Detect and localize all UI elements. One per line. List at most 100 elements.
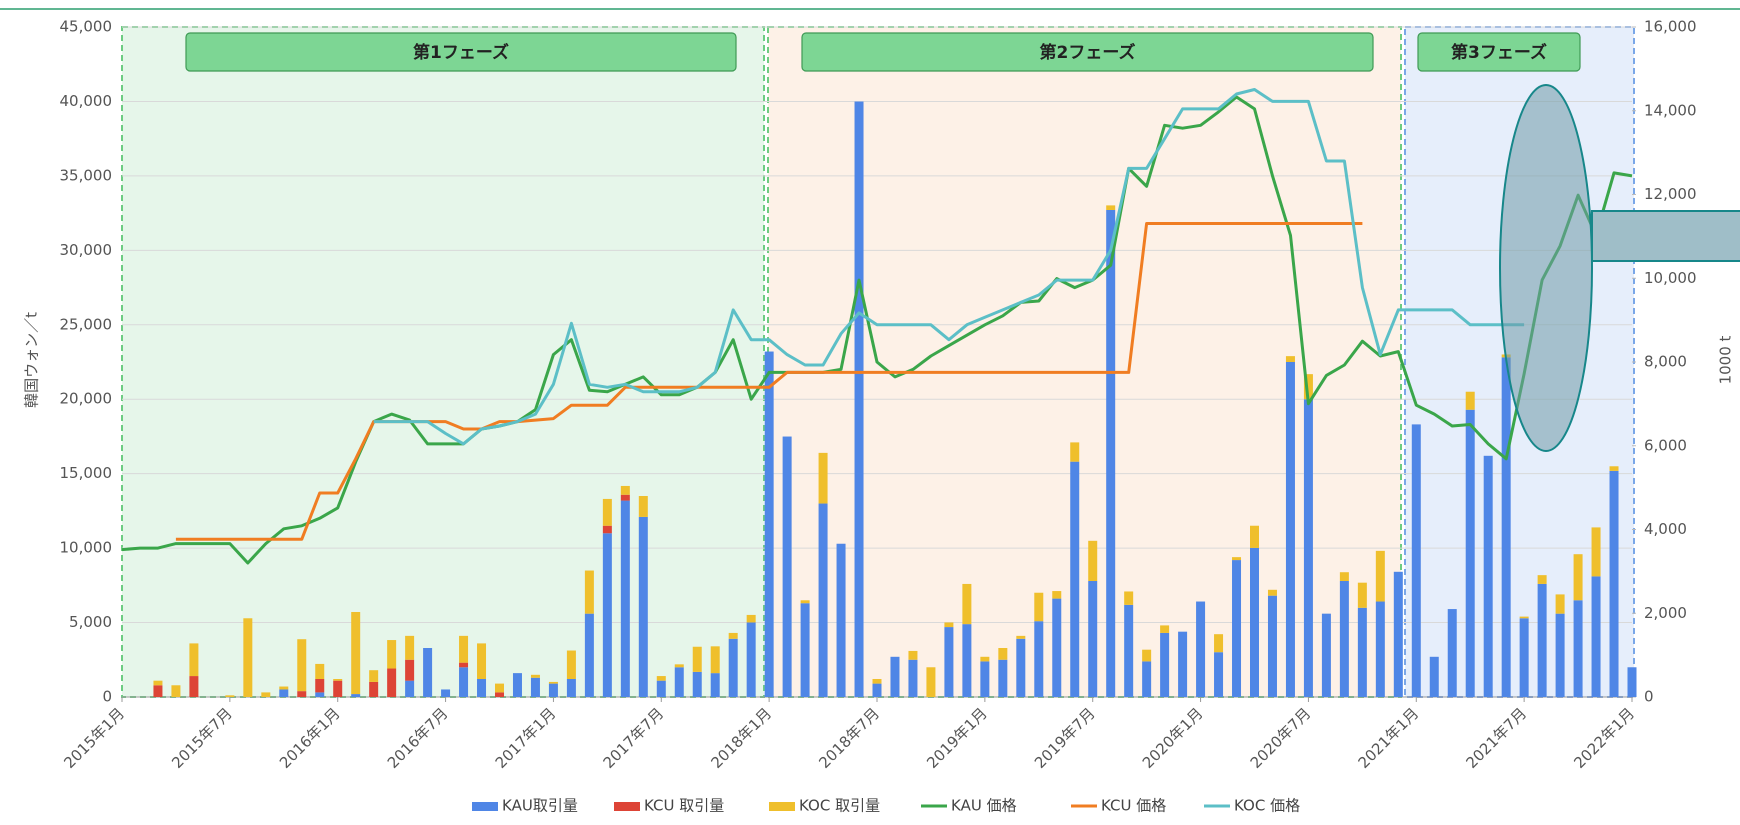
- bar-segment: [243, 618, 253, 697]
- bar-segment: [1232, 557, 1242, 561]
- y-tick-label: 40,000: [60, 92, 113, 110]
- bar-segment: [1519, 616, 1529, 619]
- bar-segment: [171, 685, 181, 697]
- bar-segment: [620, 485, 630, 495]
- bar-segment: [1483, 455, 1493, 697]
- bar-segment: [890, 656, 900, 697]
- bar-segment: [998, 648, 1008, 660]
- x-tick-label: 2015年7月: [168, 704, 236, 772]
- bar-segment: [818, 452, 828, 504]
- bar-segment: [746, 614, 756, 623]
- bar-segment: [602, 498, 612, 526]
- bar-segment: [1178, 631, 1188, 697]
- bar-segment: [333, 680, 343, 697]
- bar-segment: [530, 677, 540, 697]
- callout-box: [1591, 210, 1740, 262]
- bar-segment: [1267, 595, 1277, 697]
- bar-segment: [530, 674, 540, 678]
- bar-segment: [279, 689, 289, 697]
- bar-segment: [1465, 409, 1475, 697]
- bar-segment: [1465, 391, 1475, 410]
- phase-label-box: [801, 32, 1374, 72]
- bar-segment: [1106, 209, 1116, 697]
- bar-segment: [692, 646, 702, 672]
- x-tick-label: 2015年1月: [60, 704, 128, 772]
- bar-segment: [1232, 560, 1242, 697]
- bar-segment: [1339, 572, 1349, 582]
- bar-segment: [944, 622, 954, 628]
- bar-segment: [459, 662, 469, 668]
- bar-segment: [818, 503, 828, 697]
- bar-segment: [1411, 424, 1421, 697]
- bar-segment: [1016, 638, 1026, 697]
- bar-segment: [1609, 466, 1619, 471]
- y-tick-label: 5,000: [69, 613, 112, 631]
- bar-segment: [1124, 591, 1134, 605]
- bar-segment: [459, 667, 469, 697]
- bar-segment: [854, 101, 864, 698]
- bar-segment: [944, 627, 954, 697]
- bar-segment: [638, 516, 648, 697]
- legend-label: KAU取引量: [502, 797, 578, 815]
- x-tick-label: 2021年7月: [1462, 704, 1530, 772]
- bar-segment: [1537, 575, 1547, 584]
- bar-segment: [369, 670, 379, 682]
- bar-segment: [477, 643, 487, 679]
- bar-segment: [1627, 667, 1637, 697]
- y-tick-label: 10,000: [60, 539, 113, 557]
- bar-segment: [423, 648, 433, 697]
- x-tick-label: 2020年7月: [1247, 704, 1315, 772]
- phase-label: 第2フェーズ: [1040, 42, 1136, 63]
- bar-segment: [1321, 613, 1331, 697]
- overlay: [1499, 84, 1740, 452]
- bar-segment: [1088, 581, 1098, 697]
- bar-segment: [512, 673, 522, 697]
- bar-segment: [1591, 576, 1601, 697]
- bar-segment: [746, 622, 756, 697]
- bar-segment: [1124, 604, 1134, 697]
- bar-segment: [710, 673, 720, 697]
- x-tick-label: 2021年1月: [1355, 704, 1423, 772]
- y2-tick-label: 4,000: [1644, 520, 1687, 538]
- bar-segment: [387, 668, 397, 697]
- legend-label: KCU 価格: [1101, 797, 1166, 815]
- bar-segment: [1357, 582, 1367, 608]
- x-tick-label: 2020年1月: [1139, 704, 1207, 772]
- bar-segment: [656, 676, 666, 681]
- y2-tick-label: 14,000: [1644, 101, 1697, 119]
- bar-segment: [1034, 621, 1044, 697]
- bar-segment: [1052, 598, 1062, 697]
- x-tick-label: 2018年7月: [815, 704, 883, 772]
- bar-segment: [800, 600, 810, 604]
- bar-segment: [1214, 652, 1224, 697]
- bar-segment: [1160, 625, 1170, 633]
- bar-segment: [692, 671, 702, 697]
- y-tick-label: 0: [102, 688, 112, 706]
- bar-segment: [782, 436, 792, 697]
- bar-segment: [638, 496, 648, 517]
- y-tick-label: 15,000: [60, 464, 113, 482]
- bar-segment: [1591, 527, 1601, 577]
- bar-segment: [1196, 601, 1206, 697]
- bar-segment: [279, 686, 289, 690]
- bar-segment: [602, 533, 612, 697]
- bar-segment: [1519, 618, 1529, 697]
- bar-segment: [1375, 601, 1385, 697]
- bar-segment: [153, 685, 163, 697]
- y-tick-label: 20,000: [60, 390, 113, 408]
- y2-tick-label: 0: [1644, 688, 1654, 706]
- bar-segment: [872, 678, 882, 684]
- bar-segment: [1250, 525, 1259, 548]
- marks: [121, 88, 1637, 698]
- bar-segment: [315, 692, 325, 697]
- bar-segment: [315, 678, 325, 693]
- bar-segment: [980, 656, 990, 662]
- bar-segment: [477, 678, 487, 697]
- bar-segment: [926, 667, 936, 697]
- x-tick-label: 2019年7月: [1031, 704, 1099, 772]
- bar-segment: [1303, 399, 1313, 697]
- bar-segment: [1339, 581, 1349, 697]
- bar-segment: [405, 680, 415, 697]
- legend-swatch: [472, 802, 498, 811]
- y2-tick-label: 10,000: [1644, 269, 1697, 287]
